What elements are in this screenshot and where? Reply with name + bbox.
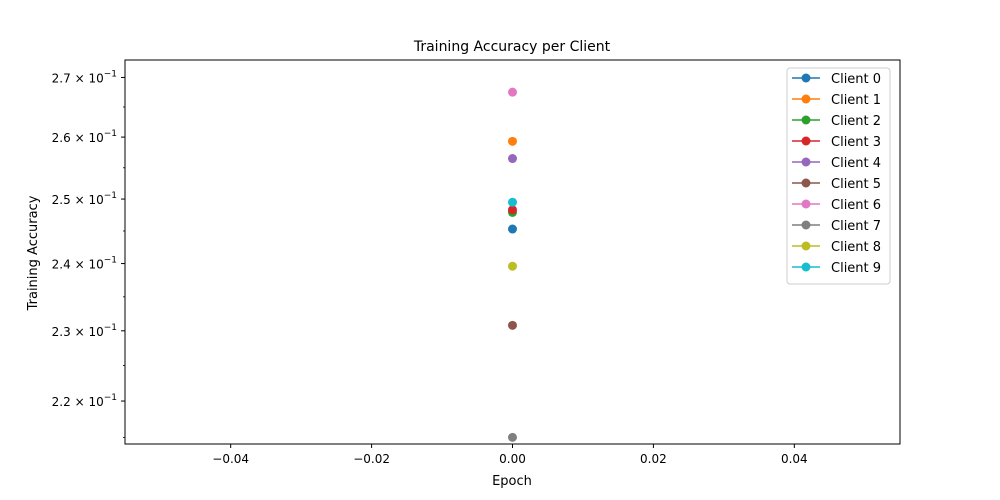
legend-label: Client 6 [831, 198, 881, 213]
legend-label: Client 5 [831, 177, 881, 192]
data-point-client-5 [508, 320, 517, 330]
x-axis-label: Epoch [492, 474, 532, 489]
data-point-client-1 [508, 136, 517, 146]
x-tick-label: 0.00 [499, 452, 526, 466]
y-tick-label: 2.6 × 10−1 [52, 129, 117, 145]
y-tick-label: 2.4 × 10−1 [52, 256, 117, 272]
x-tick-label: 0.02 [640, 452, 667, 466]
legend-label: Client 1 [831, 93, 881, 108]
legend-marker [801, 220, 811, 230]
legend-box [786, 67, 891, 285]
legend-label: Client 9 [831, 261, 881, 276]
data-point-client-8 [508, 261, 517, 271]
x-tick-label: 0.04 [781, 452, 808, 466]
y-axis-label: Training Accuracy [26, 195, 41, 311]
legend: Client 0 Client 1 Client 2 Client 3 Client 4… [786, 67, 891, 285]
data-point-client-9 [508, 197, 517, 207]
legend-label: Client 0 [831, 72, 881, 87]
y-tick-label: 2.7 × 10−1 [52, 69, 117, 85]
legend-marker [801, 178, 811, 188]
legend-label: Client 2 [831, 114, 881, 129]
legend-marker [801, 157, 811, 167]
legend-label: Client 7 [831, 219, 881, 234]
y-tick-label: 2.2 × 10−1 [52, 393, 117, 409]
legend-item: Client 0 [792, 72, 881, 87]
legend-item: Client 6 [792, 198, 881, 213]
legend-label: Client 4 [831, 156, 881, 171]
legend-item: Client 1 [792, 93, 881, 108]
x-tick-label: −0.02 [353, 452, 390, 466]
legend-item: Client 4 [792, 156, 881, 171]
x-tick-label: −0.04 [212, 452, 249, 466]
legend-label: Client 3 [831, 135, 881, 150]
legend-marker [801, 136, 811, 146]
legend-item: Client 9 [792, 261, 881, 276]
data-point-client-0 [508, 224, 517, 234]
legend-marker [801, 241, 811, 251]
legend-label: Client 8 [831, 240, 881, 255]
plot-area: −0.04 −0.02 0.00 0.02 0.04 2.2 × 10−1 2.3 × 10… [52, 59, 901, 466]
data-point-client-3 [508, 205, 517, 215]
legend-marker [801, 94, 811, 104]
legend-item: Client 8 [792, 240, 881, 255]
legend-item: Client 5 [792, 177, 881, 192]
legend-item: Client 2 [792, 114, 881, 129]
legend-marker [801, 73, 811, 83]
legend-marker [801, 115, 811, 125]
legend-marker [801, 262, 811, 272]
legend-item: Client 3 [792, 135, 881, 150]
y-tick-label: 2.5 × 10−1 [52, 191, 117, 207]
legend-marker [801, 199, 811, 209]
data-point-client-4 [508, 154, 517, 164]
y-tick-label: 2.3 × 10−1 [52, 323, 117, 339]
data-point-client-6 [508, 87, 517, 97]
chart-title: Training Accuracy per Client [413, 39, 611, 55]
data-point-client-7 [508, 432, 517, 442]
legend-item: Client 7 [792, 219, 881, 234]
